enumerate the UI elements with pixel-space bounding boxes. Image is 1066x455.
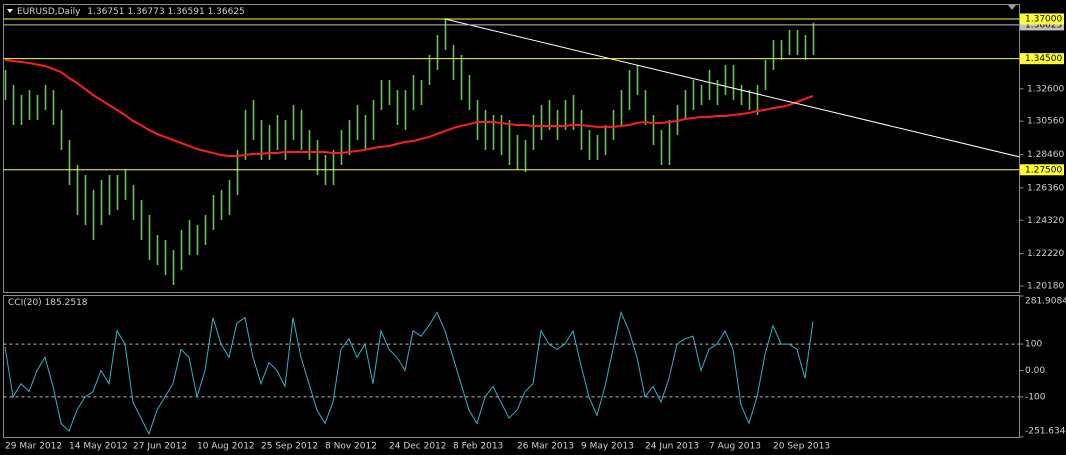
y-tick-label: 1.24320 (1027, 216, 1064, 226)
x-tick-label: 10 Aug 2012 (197, 442, 255, 452)
indicator-value: 185.2518 (45, 298, 88, 308)
x-tick-label: 24 Jun 2013 (645, 442, 699, 452)
y-tick-label: 0.00 (1025, 366, 1045, 376)
close: 1.36625 (208, 7, 245, 17)
cci-panel (3, 295, 1020, 438)
cci-header: CCI(20) 185.2518 (8, 298, 88, 308)
y-tick-label: 1.28460 (1027, 150, 1064, 160)
y-tick-label: 1.30560 (1027, 117, 1064, 127)
open: 1.36751 (87, 7, 124, 17)
shift-marker (1008, 5, 1016, 10)
x-tick-label: 29 Mar 2012 (5, 442, 62, 452)
x-tick-label: 8 Nov 2012 (325, 442, 377, 452)
y-tick-label: 1.20180 (1027, 281, 1064, 291)
moving-average (4, 58, 814, 157)
y-tick-label: 100 (1025, 340, 1042, 350)
x-tick-label: 25 Sep 2012 (261, 442, 318, 452)
high: 1.36773 (127, 7, 164, 17)
menu-arrow (7, 9, 13, 13)
low: 1.36591 (167, 7, 204, 17)
x-tick-label: 27 Jun 2012 (133, 442, 187, 452)
x-tick-label: 24 Dec 2012 (389, 442, 447, 452)
y-tick-label: 1.26360 (1027, 183, 1064, 193)
cci-line (4, 310, 814, 436)
y-tick-label: -251.6349 (1025, 427, 1066, 437)
level-label-box (1020, 164, 1064, 176)
trendline (444, 18, 1020, 158)
level-label: 1.37000 (1025, 14, 1062, 24)
price-header: EURUSD,Daily 1.36751 1.36773 1.36591 1.3… (17, 7, 245, 17)
x-tick-label: 8 Feb 2013 (453, 442, 503, 452)
bid-label-box (1020, 19, 1064, 31)
x-tick-label: 9 May 2013 (581, 442, 634, 452)
level-label-box (1020, 53, 1064, 65)
bid-label: 1.36625 (1025, 20, 1062, 30)
y-tick-label: 1.32600 (1027, 84, 1064, 94)
symbol: EURUSD,Daily (17, 7, 81, 17)
y-tick-label: 281.9084 (1025, 297, 1066, 307)
level-label: 1.27500 (1025, 165, 1062, 175)
x-tick-label: 20 Sep 2013 (773, 442, 830, 452)
y-tick-label: -100 (1025, 392, 1046, 402)
level-label-box (1020, 13, 1064, 25)
x-tick-label: 7 Aug 2013 (709, 442, 761, 452)
indicator-name: CCI(20) (8, 298, 42, 308)
level-label: 1.34500 (1025, 54, 1062, 64)
x-tick-label: 26 Mar 2013 (517, 442, 574, 452)
x-tick-label: 14 May 2012 (69, 442, 128, 452)
price-panel (3, 4, 1020, 293)
y-tick-label: 1.22220 (1027, 249, 1064, 259)
